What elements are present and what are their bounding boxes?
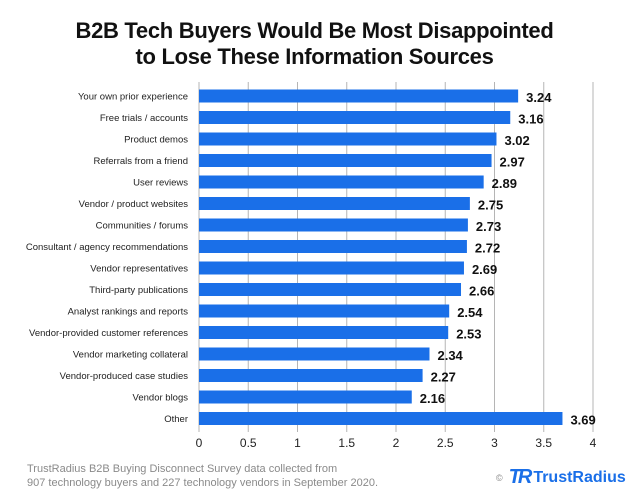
category-label: Analyst rankings and reports bbox=[68, 307, 189, 318]
bar bbox=[199, 326, 449, 339]
footnote-line-2: 907 technology buyers and 227 technology… bbox=[27, 477, 379, 489]
logo-mark-icon: TR bbox=[508, 466, 533, 488]
category-label: Your own prior experience bbox=[78, 92, 188, 103]
x-tick-label: 0 bbox=[196, 436, 203, 450]
footnote: TrustRadius B2B Buying Disconnect Survey… bbox=[27, 462, 378, 490]
value-label: 2.53 bbox=[456, 327, 481, 342]
category-label: Product demos bbox=[124, 135, 188, 146]
x-tick-label: 1.5 bbox=[338, 436, 355, 450]
value-label: 2.69 bbox=[472, 262, 497, 277]
category-label: Free trials / accounts bbox=[100, 113, 188, 124]
value-label: 2.16 bbox=[420, 391, 445, 406]
x-tick-label: 1 bbox=[294, 436, 301, 450]
bar bbox=[199, 175, 484, 189]
x-tick-label: 3.5 bbox=[535, 436, 552, 450]
chart-title: B2B Tech Buyers Would Be Most Disappoint… bbox=[0, 18, 629, 70]
category-label: Vendor representatives bbox=[90, 264, 188, 275]
x-tick-label: 2 bbox=[393, 436, 400, 450]
value-label: 2.34 bbox=[437, 348, 463, 363]
value-label: 2.75 bbox=[478, 198, 503, 213]
bar bbox=[199, 132, 497, 146]
bar bbox=[199, 412, 563, 425]
category-label: Referrals from a friend bbox=[93, 156, 188, 167]
copyright-symbol: © bbox=[496, 472, 503, 483]
bar bbox=[199, 304, 450, 318]
value-label: 3.24 bbox=[526, 90, 552, 105]
bar bbox=[199, 89, 519, 103]
value-label: 3.02 bbox=[504, 133, 529, 148]
bar bbox=[199, 283, 462, 296]
category-label: Communities / forums bbox=[96, 221, 189, 232]
bar bbox=[199, 347, 430, 361]
value-label: 2.54 bbox=[457, 305, 483, 320]
x-tick-label: 3 bbox=[491, 436, 498, 450]
bar bbox=[199, 154, 492, 167]
bar bbox=[199, 218, 468, 232]
value-label: 3.16 bbox=[518, 112, 543, 127]
x-tick-label: 0.5 bbox=[240, 436, 257, 450]
title-line-1: B2B Tech Buyers Would Be Most Disappoint… bbox=[75, 18, 554, 43]
x-tick-label: 2.5 bbox=[437, 436, 454, 450]
x-tick-label: 4 bbox=[590, 436, 597, 450]
bar bbox=[199, 111, 511, 124]
value-label: 3.69 bbox=[570, 413, 595, 428]
category-label: User reviews bbox=[133, 178, 188, 189]
bar bbox=[199, 369, 423, 382]
bar bbox=[199, 390, 412, 404]
logo-name: TrustRadius bbox=[533, 468, 626, 486]
value-label: 2.66 bbox=[469, 284, 494, 299]
bar bbox=[199, 240, 467, 253]
category-label: Vendor / product websites bbox=[79, 199, 189, 210]
category-label: Vendor-produced case studies bbox=[60, 371, 189, 382]
value-label: 2.72 bbox=[475, 241, 500, 256]
category-label: Other bbox=[164, 414, 188, 425]
category-label: Third-party publications bbox=[89, 285, 188, 296]
trustradius-logo: © TR TrustRadius bbox=[496, 466, 626, 489]
footnote-line-1: TrustRadius B2B Buying Disconnect Survey… bbox=[27, 463, 338, 475]
category-label: Consultant / agency recommendations bbox=[26, 242, 188, 253]
value-label: 2.89 bbox=[492, 176, 517, 191]
bar bbox=[199, 261, 464, 275]
category-label: Vendor blogs bbox=[133, 393, 189, 404]
value-label: 2.97 bbox=[500, 155, 525, 170]
category-label: Vendor-provided customer references bbox=[29, 328, 188, 339]
title-line-2: to Lose These Information Sources bbox=[135, 44, 494, 69]
bar bbox=[199, 197, 470, 210]
category-label: Vendor marketing collateral bbox=[73, 350, 188, 361]
value-label: 2.27 bbox=[431, 370, 456, 385]
value-label: 2.73 bbox=[476, 219, 501, 234]
